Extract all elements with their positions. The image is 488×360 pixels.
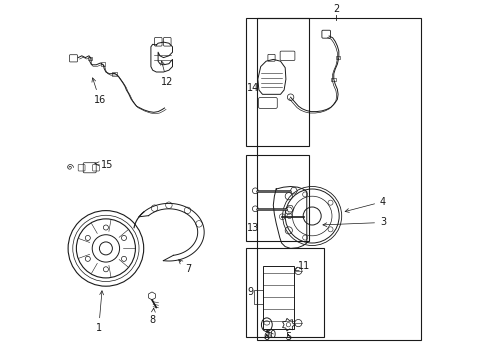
- Bar: [246, 18, 309, 146]
- Bar: [246, 155, 309, 241]
- Text: 2: 2: [332, 4, 339, 14]
- Bar: [246, 248, 323, 337]
- Bar: [112, 72, 117, 76]
- Text: 8: 8: [149, 308, 156, 325]
- Text: 5: 5: [285, 332, 291, 342]
- Text: 14: 14: [247, 83, 259, 93]
- Text: 11: 11: [294, 261, 309, 271]
- Text: 13: 13: [247, 222, 259, 233]
- Text: 7: 7: [178, 260, 191, 274]
- Text: 4: 4: [345, 197, 386, 212]
- Bar: [330, 78, 335, 81]
- Bar: [88, 57, 92, 60]
- Text: 10: 10: [265, 330, 277, 340]
- Text: 6: 6: [263, 332, 269, 342]
- Text: 3: 3: [322, 217, 386, 228]
- Text: 1: 1: [96, 291, 103, 333]
- Bar: [101, 62, 105, 66]
- Text: 15: 15: [95, 159, 113, 170]
- Text: 9: 9: [247, 287, 253, 297]
- Text: 12: 12: [161, 61, 173, 87]
- Bar: [263, 266, 293, 328]
- Text: 16: 16: [92, 78, 106, 105]
- Bar: [254, 290, 263, 304]
- Bar: [257, 18, 420, 340]
- Bar: [335, 56, 340, 59]
